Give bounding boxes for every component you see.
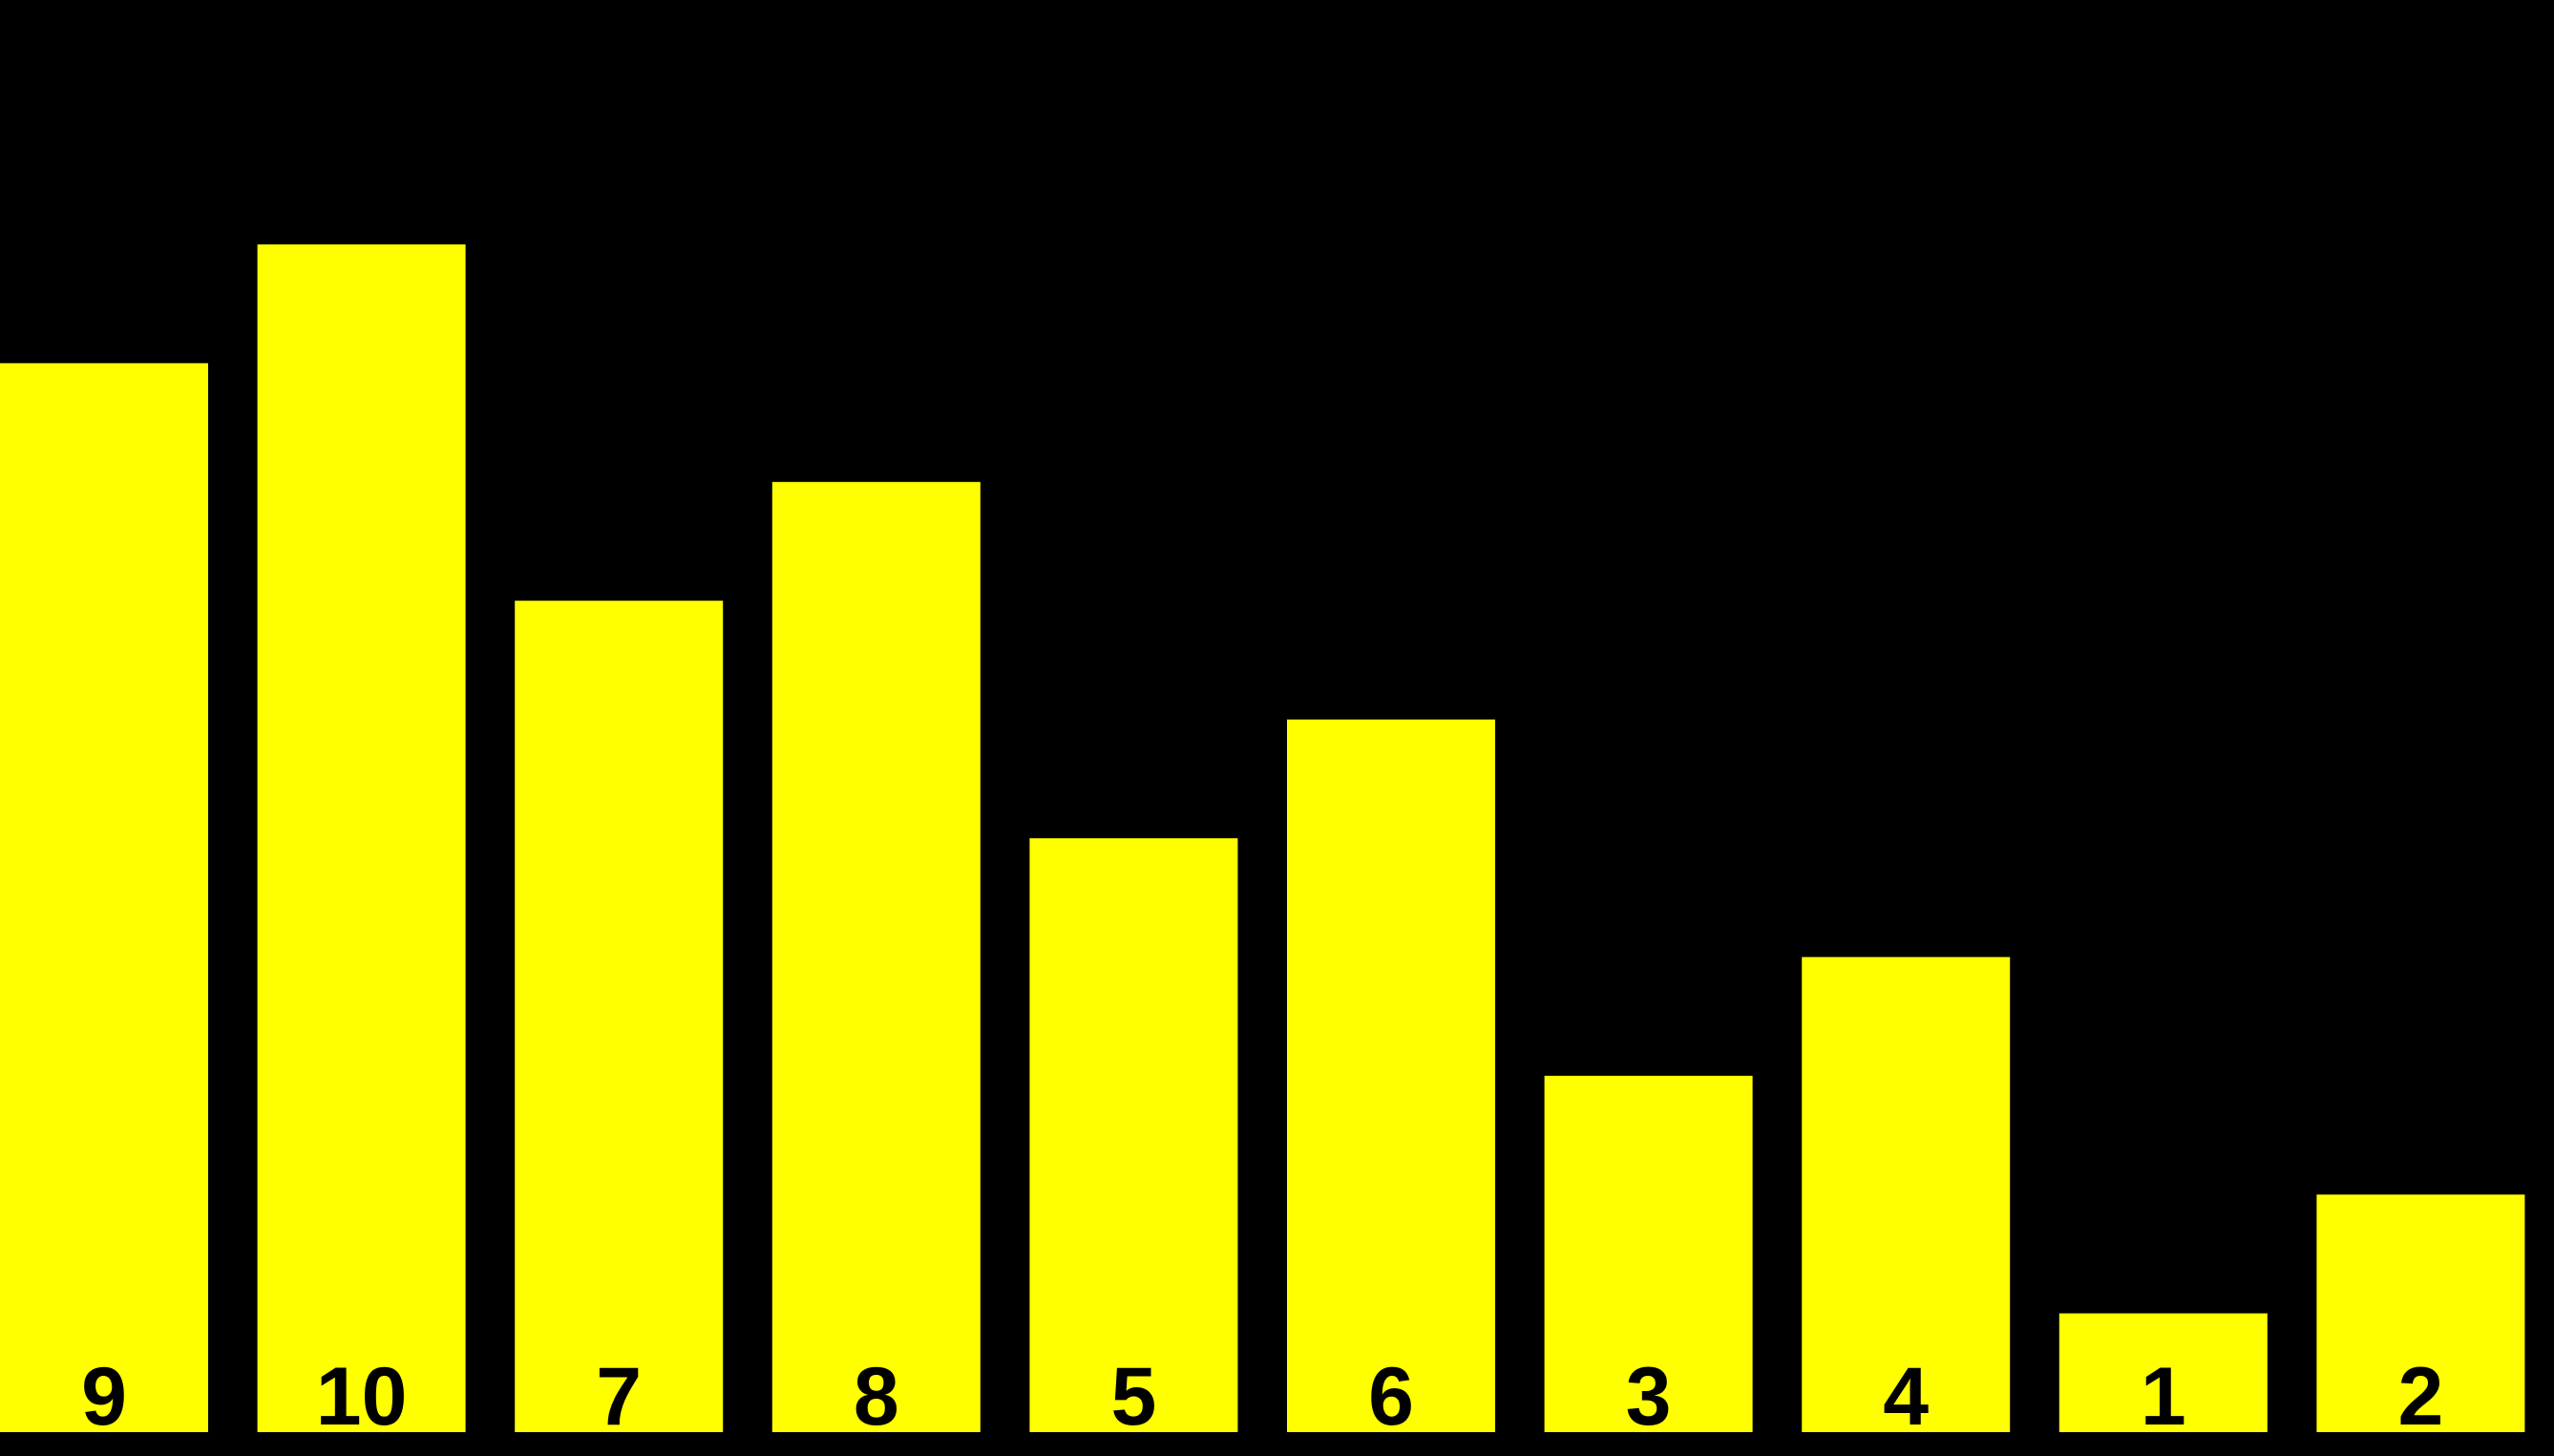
- bar-label-1: 1: [2141, 1351, 2186, 1443]
- bar-5: [1029, 838, 1238, 1432]
- bars-layer: [0, 244, 2525, 1432]
- bar-label-3: 3: [1626, 1351, 1672, 1443]
- bar-2: [2316, 1194, 2525, 1432]
- bar-label-8: 8: [854, 1351, 899, 1443]
- bar-3: [1544, 1075, 1753, 1432]
- bar-label-2: 2: [2397, 1351, 2443, 1443]
- bar-4: [1802, 957, 2011, 1432]
- bar-label-5: 5: [1110, 1351, 1156, 1443]
- bar-label-9: 9: [81, 1351, 127, 1443]
- bar-10: [257, 244, 466, 1432]
- bar-label-7: 7: [596, 1351, 642, 1443]
- bar-label-6: 6: [1368, 1351, 1414, 1443]
- bar-9: [0, 363, 208, 1432]
- bar-8: [771, 481, 981, 1432]
- labels-layer: 9 10 7 8 5 6 3 4 1 2: [81, 1351, 2443, 1443]
- bar-7: [515, 601, 724, 1432]
- bar-6: [1287, 719, 1495, 1432]
- bar-1: [2058, 1313, 2268, 1432]
- bar-label-10: 10: [316, 1351, 408, 1443]
- bar-label-4: 4: [1883, 1351, 1929, 1443]
